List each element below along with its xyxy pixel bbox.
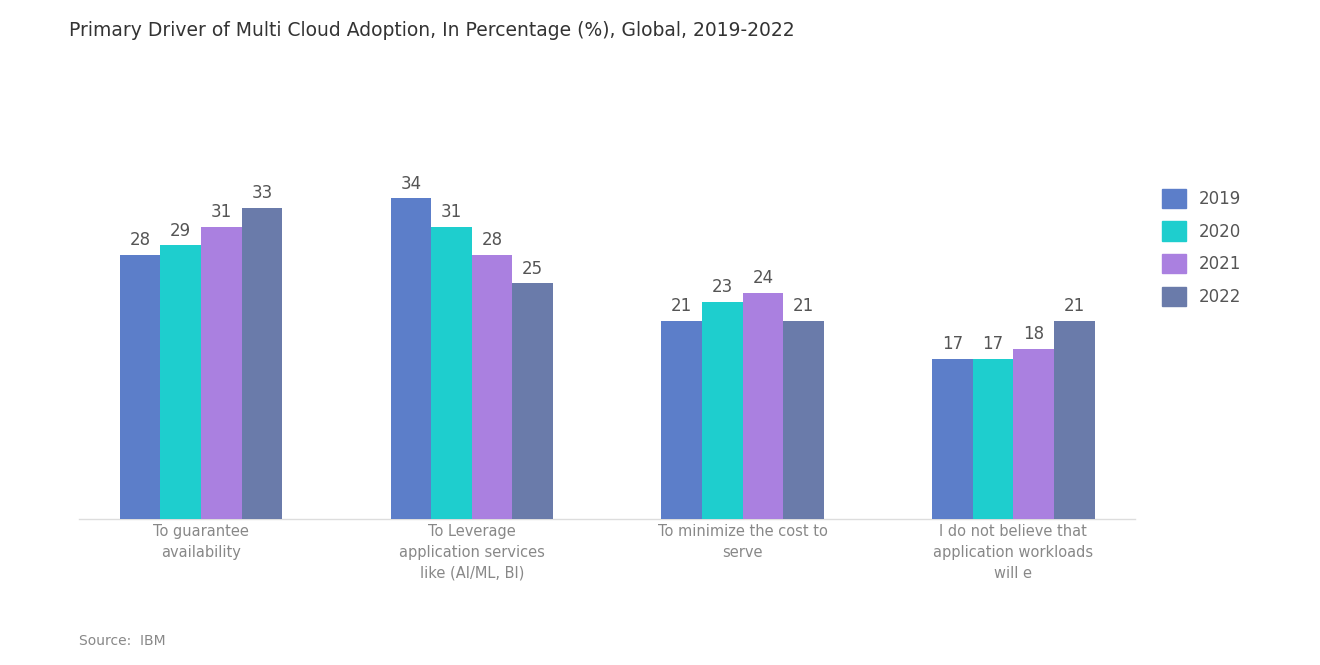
Bar	[932, 358, 973, 519]
Text: 23: 23	[711, 279, 733, 297]
Text: 29: 29	[170, 222, 191, 240]
Bar	[661, 321, 702, 519]
Bar	[702, 302, 743, 519]
Text: 18: 18	[1023, 325, 1044, 343]
Text: 21: 21	[793, 297, 814, 315]
Bar	[973, 358, 1014, 519]
Bar	[391, 198, 432, 519]
Bar	[432, 227, 471, 519]
Text: 21: 21	[1064, 297, 1085, 315]
Text: 31: 31	[441, 203, 462, 221]
Text: 28: 28	[482, 231, 503, 249]
Text: 25: 25	[523, 259, 544, 277]
Bar	[242, 207, 282, 519]
Bar	[120, 255, 161, 519]
Text: 34: 34	[400, 175, 421, 193]
Bar	[512, 283, 553, 519]
Text: 17: 17	[982, 335, 1003, 353]
Text: 28: 28	[129, 231, 150, 249]
Text: 24: 24	[752, 269, 774, 287]
Bar	[201, 227, 242, 519]
Bar	[1053, 321, 1094, 519]
Bar	[471, 255, 512, 519]
Text: 21: 21	[671, 297, 692, 315]
Text: 17: 17	[942, 335, 964, 353]
Text: Primary Driver of Multi Cloud Adoption, In Percentage (%), Global, 2019-2022: Primary Driver of Multi Cloud Adoption, …	[69, 21, 795, 40]
Bar	[161, 245, 201, 519]
Bar	[1014, 349, 1053, 519]
Text: 31: 31	[211, 203, 232, 221]
Text: Source:  IBM: Source: IBM	[79, 634, 166, 648]
Bar	[783, 321, 824, 519]
Text: 33: 33	[251, 184, 273, 202]
Legend: 2019, 2020, 2021, 2022: 2019, 2020, 2021, 2022	[1154, 180, 1250, 315]
Bar	[743, 293, 783, 519]
